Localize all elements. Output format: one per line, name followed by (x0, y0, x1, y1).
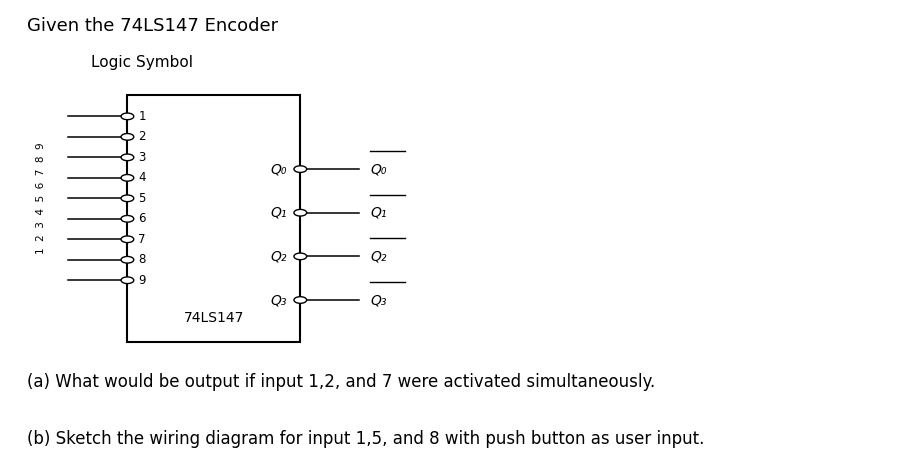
Text: 6: 6 (138, 212, 146, 225)
Text: 1: 1 (138, 110, 146, 123)
Circle shape (121, 154, 134, 161)
Text: Q₀: Q₀ (270, 162, 287, 176)
Text: 7: 7 (138, 233, 146, 246)
Text: Q₂: Q₂ (270, 249, 287, 263)
Circle shape (121, 277, 134, 284)
Text: Given the 74LS147 Encoder: Given the 74LS147 Encoder (27, 17, 278, 35)
Text: (b) Sketch the wiring diagram for input 1,5, and 8 with push button as user inpu: (b) Sketch the wiring diagram for input … (27, 430, 704, 448)
Circle shape (121, 195, 134, 202)
Text: Q₂: Q₂ (370, 249, 387, 263)
Circle shape (121, 216, 134, 222)
Text: Q₃: Q₃ (370, 293, 387, 307)
Text: 4: 4 (138, 171, 146, 184)
Circle shape (294, 166, 307, 172)
Text: 5: 5 (138, 192, 146, 205)
Circle shape (294, 253, 307, 260)
Text: 2: 2 (138, 130, 146, 143)
Circle shape (121, 113, 134, 120)
Circle shape (294, 209, 307, 216)
Text: Q₁: Q₁ (270, 206, 287, 220)
Text: 1  2  3  4  5  6  7  8  9: 1 2 3 4 5 6 7 8 9 (36, 142, 46, 254)
Text: 8: 8 (138, 253, 146, 266)
Circle shape (121, 256, 134, 263)
Text: Q₁: Q₁ (370, 206, 387, 220)
Text: 74LS147: 74LS147 (184, 312, 244, 325)
Circle shape (121, 236, 134, 243)
Circle shape (121, 174, 134, 181)
Text: Q₃: Q₃ (270, 293, 287, 307)
Text: 3: 3 (138, 151, 146, 164)
Text: (a) What would be output if input 1,2, and 7 were activated simultaneously.: (a) What would be output if input 1,2, a… (27, 373, 655, 391)
Text: Logic Symbol: Logic Symbol (91, 55, 193, 70)
Circle shape (294, 297, 307, 304)
Circle shape (121, 133, 134, 140)
Bar (127, 95, 300, 342)
Text: 9: 9 (138, 274, 146, 287)
Text: Q₀: Q₀ (370, 162, 387, 176)
